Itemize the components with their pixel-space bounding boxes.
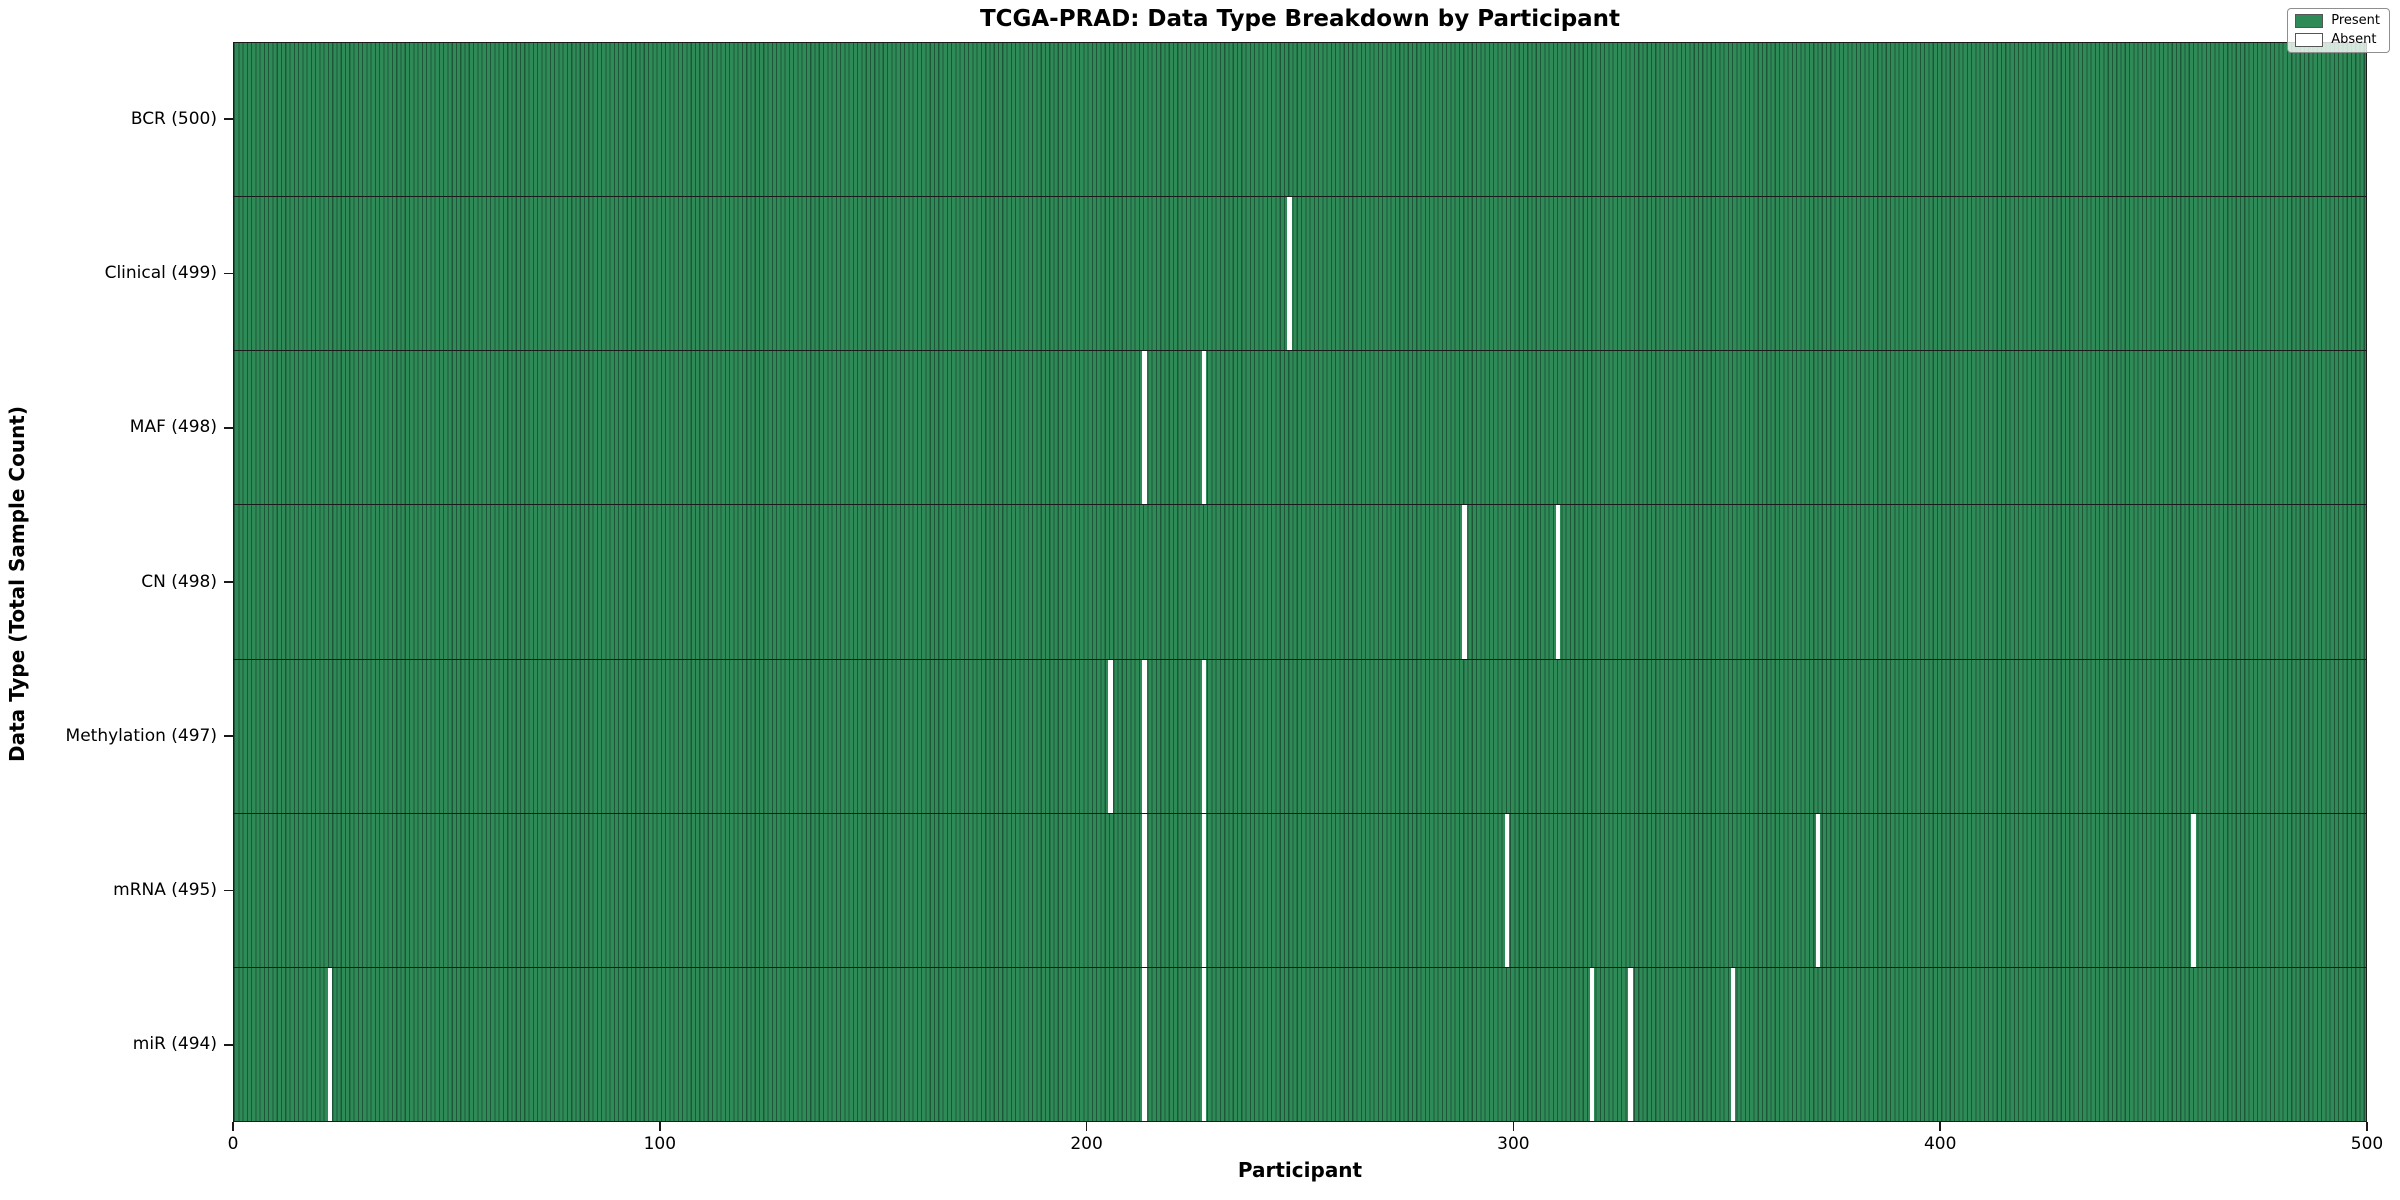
row-bcr xyxy=(234,43,2366,197)
absent-gap-maf-213 xyxy=(1142,351,1147,505)
x-tick-mark xyxy=(2366,1122,2368,1131)
y-tick-label-mir: miR (494) xyxy=(132,1034,217,1055)
absent-gap-cn-310 xyxy=(1555,505,1561,659)
absent-gap-mir-351 xyxy=(1730,967,1736,1121)
x-tick-mark xyxy=(1512,1122,1515,1131)
absent-gap-mir-318 xyxy=(1589,967,1595,1121)
x-tick-label-200: 200 xyxy=(1070,1134,1103,1154)
absent-gap-methylation-205 xyxy=(1108,659,1113,813)
plot-area xyxy=(233,42,2367,1122)
legend-swatch-present xyxy=(2295,14,2324,28)
row-maf xyxy=(234,350,2366,505)
y-tick-label-mrna: mRNA (495) xyxy=(113,880,217,901)
y-tick-label-clinical: Clinical (499) xyxy=(104,262,217,283)
y-tick-label-cn: CN (498) xyxy=(141,571,217,592)
row-methylation xyxy=(234,658,2366,813)
absent-gap-mir-22 xyxy=(327,967,333,1121)
absent-gap-clinical-247 xyxy=(1287,197,1292,351)
row-mir xyxy=(234,966,2366,1121)
x-tick-label-300: 300 xyxy=(1497,1134,1530,1154)
absent-gap-cn-288 xyxy=(1462,505,1467,659)
x-tick-mark xyxy=(659,1122,661,1131)
absent-gap-mrna-371 xyxy=(1815,813,1821,967)
y-tick-mark xyxy=(224,581,233,583)
absent-gap-mir-327 xyxy=(1628,967,1633,1121)
absent-gap-mir-227 xyxy=(1201,967,1207,1121)
absent-gap-mir-213 xyxy=(1142,967,1147,1121)
absent-gap-methylation-227 xyxy=(1201,659,1207,813)
y-tick-label-bcr: BCR (500) xyxy=(130,108,217,129)
absent-gap-maf-227 xyxy=(1201,351,1207,505)
x-tick-mark xyxy=(1085,1122,1088,1131)
legend-label: Absent xyxy=(2331,32,2377,47)
row-clinical xyxy=(234,196,2366,351)
y-tick-mark xyxy=(224,1044,233,1046)
x-tick-mark xyxy=(232,1122,234,1131)
row-mrna xyxy=(234,812,2366,967)
absent-gap-mrna-298 xyxy=(1504,813,1510,967)
y-tick-mark xyxy=(224,889,233,892)
absent-gap-mrna-227 xyxy=(1201,813,1207,967)
row-cn xyxy=(234,504,2366,659)
y-tick-label-methylation: Methylation (497) xyxy=(65,725,217,746)
chart-title: TCGA-PRAD: Data Type Breakdown by Partic… xyxy=(979,6,1621,32)
x-axis-label: Participant xyxy=(1237,1158,1363,1182)
x-tick-label-500: 500 xyxy=(2350,1134,2384,1154)
x-tick-label-100: 100 xyxy=(643,1134,677,1154)
absent-gap-mrna-213 xyxy=(1142,813,1147,967)
legend-label: Present xyxy=(2331,13,2380,28)
legend-item-present: Present xyxy=(2295,14,2380,28)
legend-item-absent: Absent xyxy=(2295,33,2380,47)
y-tick-mark xyxy=(224,272,233,275)
x-tick-mark xyxy=(1939,1122,1941,1131)
y-tick-mark xyxy=(224,426,233,429)
y-tick-label-maf: MAF (498) xyxy=(129,417,217,438)
legend: Present Absent xyxy=(2287,8,2390,53)
absent-gap-methylation-213 xyxy=(1142,659,1147,813)
x-tick-label-400: 400 xyxy=(1923,1134,1957,1154)
x-tick-label-0: 0 xyxy=(227,1134,239,1154)
y-tick-mark xyxy=(224,735,233,738)
legend-swatch-absent xyxy=(2295,33,2324,47)
y-tick-mark xyxy=(224,118,233,120)
absent-gap-mrna-459 xyxy=(2191,813,2196,967)
